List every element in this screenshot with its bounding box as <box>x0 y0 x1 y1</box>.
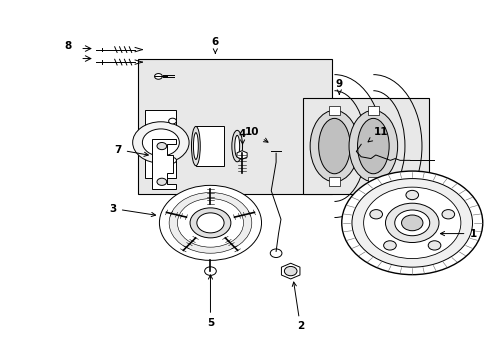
Circle shape <box>385 203 438 243</box>
Circle shape <box>270 249 282 257</box>
Circle shape <box>401 215 422 231</box>
Text: 6: 6 <box>211 37 219 53</box>
Text: 9: 9 <box>335 78 342 94</box>
Circle shape <box>394 210 429 236</box>
Circle shape <box>441 210 454 219</box>
Text: 4: 4 <box>238 129 246 144</box>
Ellipse shape <box>348 111 397 182</box>
Ellipse shape <box>318 118 349 174</box>
Polygon shape <box>237 151 246 159</box>
Circle shape <box>369 210 382 219</box>
Circle shape <box>159 185 261 260</box>
Polygon shape <box>144 111 176 178</box>
Text: 10: 10 <box>244 127 267 142</box>
Ellipse shape <box>231 130 242 162</box>
Circle shape <box>190 208 230 238</box>
Ellipse shape <box>309 111 358 182</box>
Circle shape <box>284 266 296 276</box>
Ellipse shape <box>357 118 388 174</box>
Circle shape <box>168 157 176 163</box>
Text: 8: 8 <box>65 41 72 51</box>
Circle shape <box>132 122 189 163</box>
Circle shape <box>383 241 395 250</box>
Circle shape <box>168 118 176 124</box>
Bar <box>137 59 331 194</box>
Bar <box>367 177 378 186</box>
Circle shape <box>177 199 243 247</box>
Polygon shape <box>281 263 299 279</box>
Circle shape <box>197 213 224 233</box>
Bar <box>302 98 428 194</box>
Circle shape <box>341 171 482 275</box>
Text: 2: 2 <box>292 282 304 332</box>
Circle shape <box>427 241 440 250</box>
Circle shape <box>204 267 216 275</box>
Circle shape <box>157 143 166 150</box>
Circle shape <box>363 187 460 258</box>
Ellipse shape <box>193 133 198 159</box>
Text: 1: 1 <box>440 229 476 239</box>
Circle shape <box>154 73 162 79</box>
Text: 5: 5 <box>206 275 214 328</box>
Polygon shape <box>152 139 176 189</box>
Bar <box>328 177 340 186</box>
Text: 7: 7 <box>114 145 148 156</box>
Text: 11: 11 <box>367 127 387 142</box>
Ellipse shape <box>234 135 239 157</box>
Circle shape <box>405 190 418 200</box>
Circle shape <box>142 129 179 156</box>
Bar <box>196 126 224 166</box>
Bar <box>367 106 378 114</box>
Circle shape <box>351 179 471 267</box>
Circle shape <box>169 193 251 253</box>
Text: 3: 3 <box>109 203 155 217</box>
Bar <box>328 106 340 114</box>
Ellipse shape <box>191 126 200 166</box>
Circle shape <box>157 178 166 185</box>
